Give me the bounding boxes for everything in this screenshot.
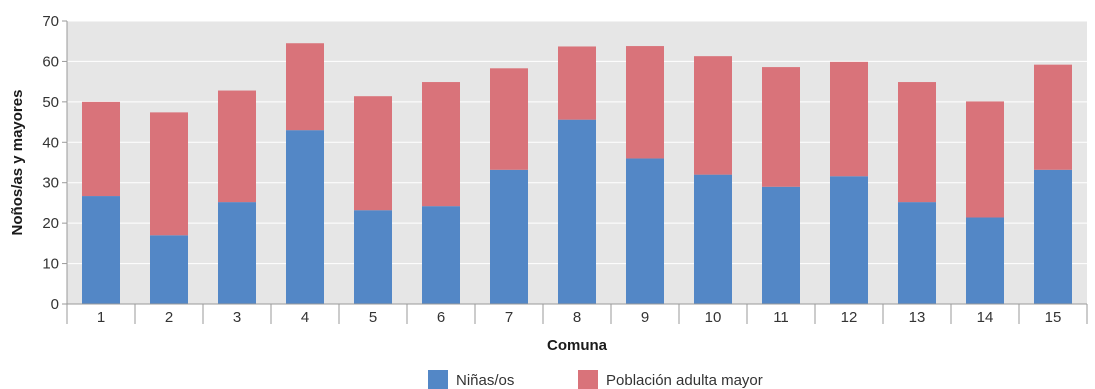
x-tick-label: 10: [705, 309, 722, 326]
y-tick-label: 40: [42, 134, 59, 151]
x-tick-label: 1: [97, 309, 105, 326]
bar-10-series-2: [694, 56, 732, 175]
bar-7-series-1: [490, 169, 528, 304]
bar-12-series-1: [830, 176, 868, 304]
y-tick-label: 50: [42, 94, 59, 111]
bar-8-series-1: [558, 119, 596, 304]
bar-15-series-2: [1034, 64, 1072, 170]
legend-swatch-1: [428, 370, 448, 389]
x-tick-labels: 1 2 3 4 5 6 7 8 9 10 11 12 13 14 15: [97, 309, 1062, 326]
y-tick-label: 20: [42, 215, 59, 232]
bar-4-series-1: [286, 130, 324, 304]
bar-11-series-1: [762, 186, 800, 304]
legend-label-1: Niñas/os: [456, 372, 514, 389]
y-tick-label: 30: [42, 175, 59, 192]
bar-1-series-1: [82, 196, 120, 304]
bar-5-series-2: [354, 96, 392, 211]
x-tick-label: 3: [233, 309, 241, 326]
x-tick-label: 15: [1045, 309, 1062, 326]
x-tick-label: 12: [841, 309, 858, 326]
bar-6-series-2: [422, 82, 460, 207]
bar-11-series-2: [762, 67, 800, 187]
bar-9-series-2: [626, 46, 664, 159]
y-tick-label: 0: [51, 296, 59, 313]
bar-2-series-1: [150, 235, 188, 304]
bar-9-series-1: [626, 158, 664, 304]
y-axis-title: Noños/as y mayores: [9, 90, 26, 236]
legend: Niñas/os Población adulta mayor: [428, 370, 763, 389]
x-axis-title: Comuna: [547, 337, 608, 354]
x-tick-label: 14: [977, 309, 994, 326]
y-tick-labels: 0 10 20 30 40 50 60 70: [42, 13, 59, 313]
bar-8-series-2: [558, 46, 596, 120]
y-tick-label: 10: [42, 256, 59, 273]
x-tick-label: 6: [437, 309, 445, 326]
y-tick-label: 70: [42, 13, 59, 30]
x-tick-label: 13: [909, 309, 926, 326]
x-tick-label: 2: [165, 309, 173, 326]
bar-3-series-2: [218, 90, 256, 203]
bar-13-series-1: [898, 202, 936, 304]
x-tick-label: 5: [369, 309, 377, 326]
bar-15-series-1: [1034, 169, 1072, 304]
x-tick-label: 9: [641, 309, 649, 326]
bar-7-series-2: [490, 68, 528, 170]
bar-14-series-1: [966, 217, 1004, 304]
bar-12-series-2: [830, 61, 868, 177]
bar-10-series-1: [694, 174, 732, 304]
x-tick-label: 7: [505, 309, 513, 326]
y-tick-label: 60: [42, 53, 59, 70]
bar-13-series-2: [898, 82, 936, 203]
bars: [82, 43, 1072, 304]
x-tick-label: 8: [573, 309, 581, 326]
bar-3-series-1: [218, 202, 256, 304]
axes: [62, 20, 1088, 324]
bar-14-series-2: [966, 101, 1004, 218]
bar-2-series-2: [150, 112, 188, 236]
x-tick-label: 11: [773, 309, 789, 326]
x-tick-label: 4: [301, 309, 309, 326]
bar-1-series-2: [82, 101, 120, 197]
legend-swatch-2: [578, 370, 598, 389]
bar-4-series-2: [286, 43, 324, 131]
bar-5-series-1: [354, 210, 392, 304]
bar-6-series-1: [422, 206, 460, 304]
legend-label-2: Población adulta mayor: [606, 372, 763, 389]
